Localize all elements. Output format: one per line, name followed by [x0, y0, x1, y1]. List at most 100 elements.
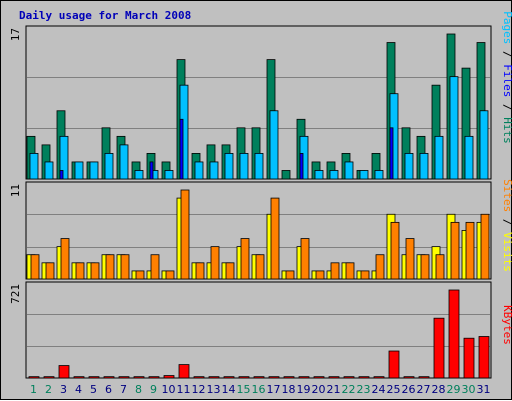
visits-bar: [330, 262, 340, 280]
legend-files: Files: [501, 64, 512, 97]
kbytes-bar: [418, 376, 430, 379]
x-tick-label: 10: [162, 383, 176, 396]
visits-bar: [315, 270, 325, 280]
files-bar: [194, 161, 204, 180]
files-bar: [224, 153, 234, 180]
visits-bar: [210, 246, 220, 280]
files-bar: [44, 161, 54, 180]
x-tick-label: 27: [417, 383, 431, 396]
kbytes-bar: [268, 376, 280, 379]
visits-bar: [285, 270, 295, 280]
kbytes-bar: [118, 376, 130, 379]
x-tick-label: 28: [432, 383, 446, 396]
x-tick-label: 31: [477, 383, 491, 396]
kbytes-bar: [328, 376, 340, 379]
panel-2-max-label: 11: [9, 184, 22, 197]
visits-bar: [450, 221, 460, 280]
files-bar: [314, 170, 324, 180]
files-bar: [89, 161, 99, 180]
files-bar: [374, 170, 384, 180]
kbytes-bar: [148, 376, 160, 379]
x-tick-label: 9: [150, 383, 157, 396]
x-tick-label: 20: [312, 383, 326, 396]
legend-panel-1: Pages / Files / Hits: [501, 11, 512, 144]
kbytes-bar: [403, 376, 415, 379]
x-tick-label: 11: [177, 383, 191, 396]
kbytes-bar: [238, 376, 250, 379]
visits-bar: [465, 221, 475, 280]
visits-bar: [435, 254, 445, 280]
visits-bar: [75, 262, 85, 280]
kbytes-bar: [433, 317, 445, 379]
visits-bar: [390, 221, 400, 280]
files-bar: [104, 153, 114, 180]
files-bar: [434, 135, 444, 180]
x-tick-label: 23: [357, 383, 371, 396]
files-bar: [479, 110, 489, 180]
visits-bar: [30, 254, 40, 280]
x-tick-label: 29: [447, 383, 461, 396]
legend-sites: Sites: [501, 179, 512, 212]
kbytes-bar: [163, 375, 175, 379]
x-tick-label: 24: [372, 383, 386, 396]
visits-bar: [255, 254, 265, 280]
pages-bar: [149, 161, 154, 180]
files-bar: [29, 153, 39, 180]
legend-hits: Hits: [501, 117, 512, 144]
legend-panel-2: Sites / Visits: [501, 179, 512, 272]
visits-bar: [90, 262, 100, 280]
files-bar: [359, 170, 369, 180]
visits-bar: [120, 254, 130, 280]
x-tick-label: 12: [192, 383, 206, 396]
files-bar: [59, 135, 69, 180]
x-tick-label: 16: [252, 383, 266, 396]
hits-bar: [281, 170, 291, 180]
visits-bar: [195, 262, 205, 280]
legend-pages: Pages: [501, 11, 512, 44]
kbytes-bar: [43, 376, 55, 379]
chart-title: Daily usage for March 2008: [19, 9, 192, 22]
visits-bar: [405, 238, 415, 280]
visits-bar: [480, 213, 490, 280]
visits-bar: [240, 238, 250, 280]
files-bar: [239, 153, 249, 180]
x-tick-label: 25: [387, 383, 401, 396]
files-bar: [269, 110, 279, 180]
kbytes-bar: [223, 376, 235, 379]
pages-bar: [179, 118, 184, 180]
panel-3-max-label: 721: [9, 284, 22, 304]
kbytes-bar: [373, 376, 385, 379]
x-tick-label: 21: [327, 383, 341, 396]
pages-bar: [299, 153, 304, 180]
x-tick-label: 18: [282, 383, 296, 396]
x-tick-label: 3: [60, 383, 67, 396]
visits-bar: [105, 254, 115, 280]
x-tick-label: 1: [30, 383, 37, 396]
kbytes-bar: [358, 376, 370, 379]
files-bar: [119, 144, 129, 180]
x-tick-label: 13: [207, 383, 221, 396]
panel-1-max-label: 17: [9, 28, 22, 41]
visits-bar: [60, 238, 70, 280]
files-bar: [74, 161, 84, 180]
x-tick-label: 14: [222, 383, 236, 396]
visits-bar: [300, 238, 310, 280]
kbytes-bar: [178, 364, 190, 379]
visits-bar: [45, 262, 55, 280]
visits-bar: [165, 270, 175, 280]
files-bar: [404, 153, 414, 180]
x-tick-label: 4: [75, 383, 82, 396]
legend-sep: /: [501, 44, 512, 64]
legend-visits: Visits: [501, 232, 512, 272]
files-bar: [464, 135, 474, 180]
kbytes-bar: [313, 376, 325, 379]
kbytes-bar: [208, 376, 220, 379]
legend-sep: /: [501, 97, 512, 117]
kbytes-bar: [133, 376, 145, 379]
x-tick-label: 19: [297, 383, 311, 396]
pages-bar: [59, 170, 64, 180]
kbytes-bar: [58, 365, 70, 379]
kbytes-bar: [448, 289, 460, 379]
x-tick-label: 22: [342, 383, 356, 396]
